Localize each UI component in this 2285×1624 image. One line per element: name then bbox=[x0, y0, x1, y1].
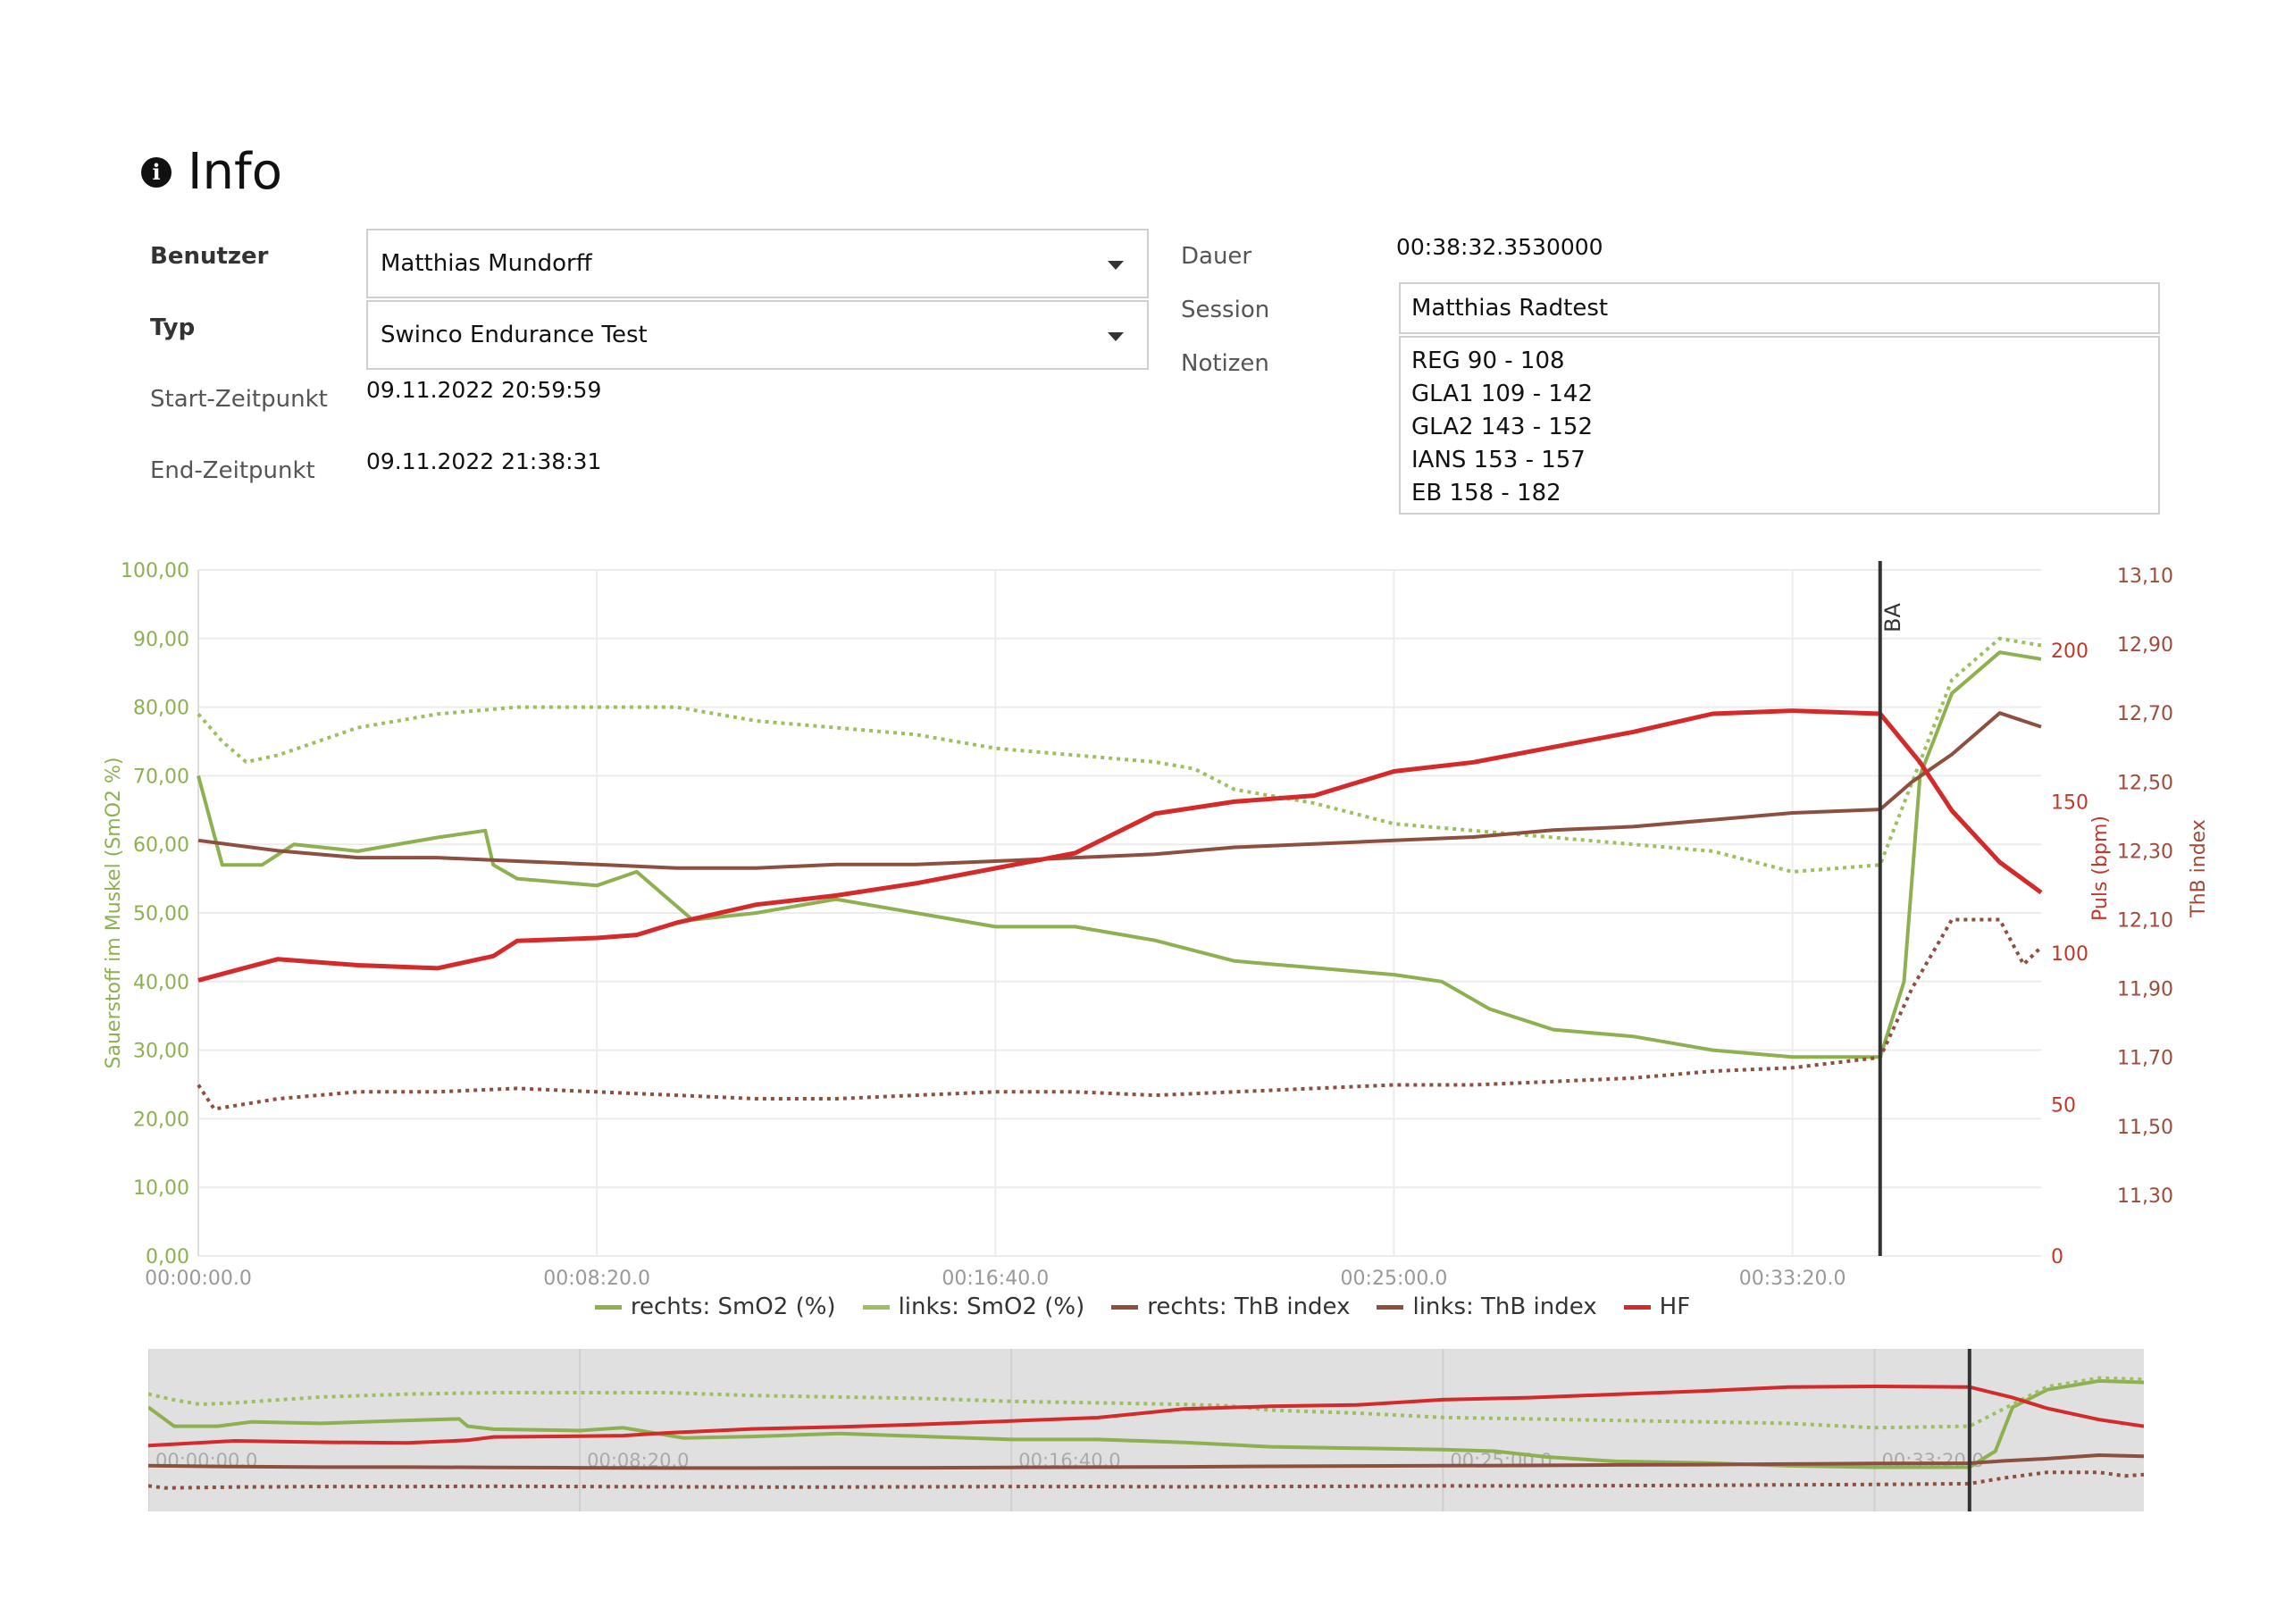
notes-label: Notizen bbox=[1181, 350, 1269, 377]
info-header: i Info bbox=[141, 143, 282, 201]
legend-label: HF bbox=[1659, 1293, 1691, 1320]
chevron-down-icon bbox=[1108, 332, 1124, 341]
legend-item[interactable]: HF bbox=[1623, 1293, 1691, 1320]
main-chart[interactable]: 0,00 10,00 20,00 30,00 40,00 50,00 60,00 70,00 8… bbox=[0, 536, 2285, 1286]
end-value: 09.11.2022 21:38:31 bbox=[366, 448, 602, 474]
series-line-1 bbox=[197, 636, 2042, 874]
session-label: Session bbox=[1181, 297, 1270, 323]
y-left-tick-label: 100,00 bbox=[121, 560, 189, 582]
notes-line: GLA1 109 - 142 bbox=[1411, 381, 1593, 407]
x-tick-label: 00:16:40.0 bbox=[942, 1268, 1049, 1286]
y-right-hf-tick-label: 100 bbox=[2051, 943, 2088, 966]
navigator-chart[interactable]: 00:00:00.0 00:08:20.0 00:16:40.0 00:25:00.0… bbox=[148, 1349, 2144, 1511]
chart-legend: rechts: SmO2 (%) links: SmO2 (%) rechts:… bbox=[0, 1293, 2285, 1320]
duration-value: 00:38:32.3530000 bbox=[1396, 234, 1603, 260]
type-dropdown[interactable]: Swinco Endurance Test bbox=[366, 300, 1149, 370]
legend-item[interactable]: links: ThB index bbox=[1377, 1293, 1597, 1320]
y-right-hf-tick-label: 150 bbox=[2051, 791, 2088, 814]
y-right-thb-tick-label: 11,90 bbox=[2117, 979, 2173, 1001]
y-right-thb-tick-label: 13,10 bbox=[2117, 565, 2173, 588]
y-right-thb-tick-label: 11,70 bbox=[2117, 1048, 2173, 1070]
chart-grid bbox=[197, 569, 2041, 1257]
y-right-hf-axis-title: Puls (bpm) bbox=[2089, 816, 2112, 921]
chevron-down-icon bbox=[1108, 261, 1124, 270]
y-right-thb-tick-label: 12,10 bbox=[2117, 910, 2173, 933]
y-right-thb-tick-label: 11,50 bbox=[2117, 1117, 2173, 1139]
y-right-thb-tick-label: 12,90 bbox=[2117, 634, 2173, 657]
start-label: Start-Zeitpunkt bbox=[150, 386, 328, 413]
type-dropdown-value: Swinco Endurance Test bbox=[381, 322, 648, 348]
page-title: Info bbox=[188, 143, 282, 201]
legend-label: rechts: SmO2 (%) bbox=[630, 1293, 836, 1320]
y-right-hf-tick-label: 0 bbox=[2051, 1246, 2063, 1268]
legend-label: links: SmO2 (%) bbox=[898, 1293, 1085, 1320]
user-dropdown[interactable]: Matthias Mundorff bbox=[366, 229, 1149, 298]
y-left-tick-label: 60,00 bbox=[133, 834, 189, 857]
navigator-series-line-2 bbox=[148, 1452, 2144, 1470]
y-left-axis-title: Sauerstoff im Muskel (SmO2 %) bbox=[103, 758, 125, 1069]
y-right-thb-tick-label: 12,50 bbox=[2117, 772, 2173, 794]
session-input[interactable]: Matthias Radtest bbox=[1399, 282, 2160, 334]
x-tick-label: 00:00:00.0 bbox=[145, 1268, 252, 1286]
y-right-thb-axis-title: ThB index bbox=[2188, 819, 2210, 918]
series-line-3 bbox=[197, 917, 2043, 1111]
x-tick-label: 00:33:20.0 bbox=[1739, 1268, 1846, 1286]
legend-swatch bbox=[1377, 1304, 1404, 1310]
user-dropdown-value: Matthias Mundorff bbox=[381, 250, 592, 277]
navigator-series-line-0 bbox=[148, 1378, 2144, 1469]
notes-line: IANS 153 - 157 bbox=[1411, 447, 1586, 473]
chart-axes: 0,00 10,00 20,00 30,00 40,00 50,00 60,00 70,00 8… bbox=[103, 560, 2210, 1286]
y-left-tick-label: 20,00 bbox=[133, 1109, 189, 1131]
legend-swatch bbox=[594, 1304, 622, 1310]
y-right-hf-tick-label: 200 bbox=[2051, 640, 2088, 663]
y-right-thb-tick-label: 11,30 bbox=[2117, 1185, 2173, 1208]
navigator-series bbox=[148, 1376, 2144, 1490]
chart-marker: BA bbox=[1878, 561, 1905, 1256]
y-left-tick-label: 10,00 bbox=[133, 1177, 189, 1200]
legend-item[interactable]: rechts: SmO2 (%) bbox=[594, 1293, 836, 1320]
y-left-tick-label: 40,00 bbox=[133, 972, 189, 994]
x-tick-label: 00:25:00.0 bbox=[1341, 1268, 1448, 1286]
notes-line: GLA2 143 - 152 bbox=[1411, 414, 1593, 440]
navigator-background bbox=[148, 1349, 2144, 1511]
marker-label: BA bbox=[1880, 603, 1905, 632]
series-line-4 bbox=[197, 708, 2043, 983]
start-value: 09.11.2022 20:59:59 bbox=[366, 377, 602, 403]
session-input-value: Matthias Radtest bbox=[1411, 295, 1609, 322]
chart-series bbox=[197, 636, 2043, 1111]
legend-label: rechts: ThB index bbox=[1147, 1293, 1351, 1320]
legend-item[interactable]: rechts: ThB index bbox=[1111, 1293, 1350, 1320]
duration-label: Dauer bbox=[1181, 243, 1252, 270]
notes-line: REG 90 - 108 bbox=[1411, 347, 1565, 374]
y-right-thb-tick-label: 12,70 bbox=[2117, 703, 2173, 725]
legend-swatch bbox=[1623, 1304, 1651, 1310]
end-label: End-Zeitpunkt bbox=[150, 457, 315, 484]
type-label: Typ bbox=[150, 314, 196, 341]
y-left-tick-label: 0,00 bbox=[146, 1246, 189, 1268]
series-line-2 bbox=[197, 711, 2042, 870]
y-right-hf-tick-label: 50 bbox=[2051, 1094, 2076, 1117]
y-left-tick-label: 50,00 bbox=[133, 903, 189, 925]
y-left-tick-label: 90,00 bbox=[133, 629, 189, 651]
navigator-series-line-3 bbox=[148, 1470, 2144, 1490]
legend-swatch bbox=[1111, 1304, 1139, 1310]
info-circle-icon: i bbox=[141, 156, 172, 188]
notes-textarea[interactable]: REG 90 - 108 GLA1 109 - 142 GLA2 143 - 1… bbox=[1399, 336, 2160, 515]
x-tick-label: 00:08:20.0 bbox=[543, 1268, 650, 1286]
legend-label: links: ThB index bbox=[1412, 1293, 1597, 1320]
notes-line: EB 158 - 182 bbox=[1411, 480, 1561, 506]
navigator-series-line-4 bbox=[148, 1384, 2144, 1448]
y-left-tick-label: 30,00 bbox=[133, 1041, 189, 1063]
navigator-series-line-1 bbox=[148, 1376, 2144, 1430]
legend-swatch bbox=[862, 1304, 890, 1310]
user-label: Benutzer bbox=[150, 243, 269, 270]
y-right-thb-tick-label: 12,30 bbox=[2117, 841, 2173, 863]
y-left-tick-label: 80,00 bbox=[133, 698, 189, 720]
series-line-0 bbox=[197, 650, 2042, 1059]
y-left-tick-label: 70,00 bbox=[133, 766, 189, 788]
legend-item[interactable]: links: SmO2 (%) bbox=[862, 1293, 1085, 1320]
